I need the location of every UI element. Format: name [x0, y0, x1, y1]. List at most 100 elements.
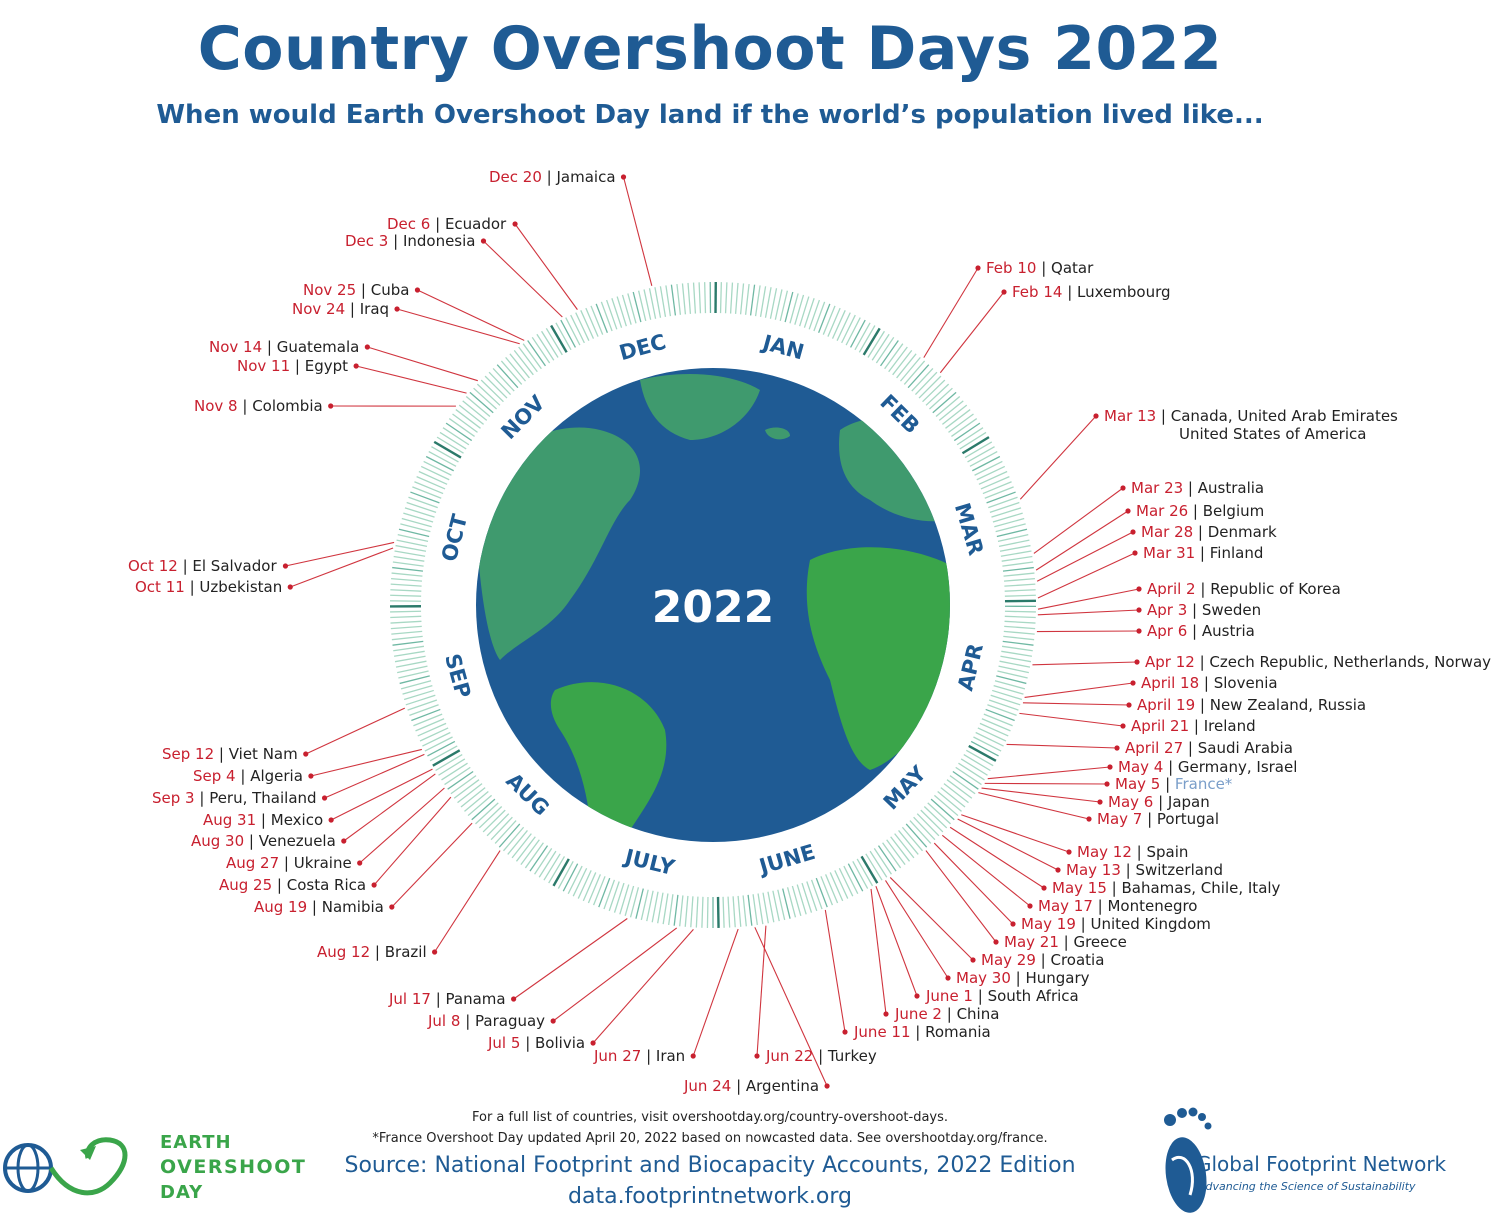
day-tick — [403, 689, 434, 701]
day-tick — [513, 349, 534, 376]
day-tick — [444, 766, 471, 786]
leader-dot — [1097, 799, 1103, 805]
day-tick — [995, 523, 1026, 533]
separator: | — [1142, 810, 1157, 828]
footer-note-full-list: For a full list of countries, visit over… — [471, 1110, 949, 1125]
overshoot-date: Aug 25 — [219, 876, 272, 894]
country-label: Aug 12 | Brazil — [317, 943, 427, 961]
separator: | — [1059, 933, 1074, 951]
country-name: Brazil — [385, 943, 427, 961]
day-tick — [524, 842, 544, 869]
day-tick — [531, 336, 551, 364]
separator: | — [1187, 601, 1202, 619]
day-tick — [496, 364, 519, 389]
day-tick — [412, 486, 442, 499]
day-tick — [722, 896, 725, 928]
day-tick — [799, 296, 810, 327]
overshoot-date: April 18 — [1141, 674, 1199, 692]
day-tick — [410, 491, 440, 504]
separator: | — [1036, 951, 1051, 969]
overshoot-date: June 11 — [853, 1023, 911, 1041]
month-label: JULY — [621, 844, 678, 880]
day-tick — [916, 813, 940, 837]
day-tick — [498, 823, 521, 848]
leader-dot — [1010, 921, 1016, 927]
overshoot-date: Mar 31 — [1143, 544, 1195, 562]
day-tick — [945, 409, 971, 429]
day-tick — [1002, 640, 1034, 646]
day-tick — [992, 512, 1023, 523]
day-tick — [471, 798, 496, 821]
leader-line — [1037, 588, 1140, 610]
country-label: Oct 12 | El Salvador — [128, 557, 277, 575]
day-tick — [613, 882, 625, 913]
day-tick — [415, 718, 445, 732]
day-tick — [935, 396, 961, 418]
leader-dot — [1136, 586, 1142, 592]
day-tick — [676, 283, 682, 315]
day-tick — [838, 867, 854, 897]
day-tick — [651, 891, 659, 923]
leader-line — [305, 707, 406, 755]
country-label: May 21 | Greece — [1004, 933, 1127, 951]
separator: | — [1076, 915, 1091, 933]
leader-line — [1035, 510, 1129, 571]
day-tick — [843, 865, 859, 895]
day-tick — [616, 296, 627, 327]
country-name: Ecuador — [445, 215, 507, 233]
day-tick — [716, 896, 720, 928]
footer-url[interactable]: data.footprintnetwork.org — [568, 1184, 852, 1209]
globe: 2022 — [476, 368, 950, 842]
country-label: Aug 30 | Venezuela — [191, 832, 336, 850]
day-tick — [914, 371, 938, 396]
day-tick — [679, 895, 684, 927]
day-tick — [488, 371, 512, 396]
overshoot-date: May 29 — [981, 951, 1036, 969]
separator: | — [1121, 861, 1136, 879]
day-tick — [600, 301, 613, 332]
month-label: MAY — [879, 761, 932, 815]
day-tick — [754, 285, 761, 317]
day-tick — [598, 877, 611, 908]
separator: | — [1036, 259, 1051, 277]
country-name: South Africa — [988, 987, 1079, 1005]
overshoot-date: Aug 19 — [254, 898, 307, 916]
day-tick — [818, 303, 831, 334]
leader-line — [324, 753, 425, 799]
day-tick — [975, 731, 1004, 747]
overshoot-date: Mar 26 — [1136, 502, 1188, 520]
leader-dot — [1125, 508, 1131, 514]
day-tick — [529, 845, 549, 872]
month-label: JAN — [758, 330, 806, 365]
month-label: NOV — [496, 390, 550, 444]
earth-overshoot-day-logo-text: EARTH OVERSHOOT DAY — [160, 1130, 306, 1205]
overshoot-date: Dec 6 — [387, 215, 430, 233]
day-tick — [442, 427, 470, 446]
overshoot-date: Jun 22 — [765, 1047, 813, 1065]
overshoot-date: Jun 27 — [593, 1047, 641, 1065]
separator: | — [641, 1047, 656, 1065]
country-label: Nov 24 | Iraq — [292, 300, 389, 318]
leader-dot — [842, 1029, 848, 1035]
day-tick — [572, 867, 588, 897]
day-tick — [969, 451, 998, 467]
separator: | — [911, 1023, 926, 1041]
day-tick — [582, 872, 597, 902]
leader-dot — [1107, 764, 1113, 770]
day-tick — [1001, 645, 1033, 652]
day-tick — [796, 884, 807, 915]
country-name: Mexico — [271, 811, 323, 829]
leader-dot — [883, 1011, 889, 1017]
day-tick — [929, 387, 953, 410]
day-tick — [441, 762, 468, 781]
country-label: Dec 20 | Jamaica — [489, 168, 616, 186]
overshoot-date: Jul 8 — [427, 1012, 460, 1030]
leader-dot — [690, 1053, 696, 1059]
day-tick — [980, 475, 1010, 490]
overshoot-date: May 17 — [1038, 897, 1093, 915]
day-tick — [391, 635, 423, 641]
day-tick — [590, 305, 604, 335]
day-tick — [892, 349, 913, 376]
day-tick — [865, 853, 883, 881]
leader-line — [1022, 702, 1130, 706]
